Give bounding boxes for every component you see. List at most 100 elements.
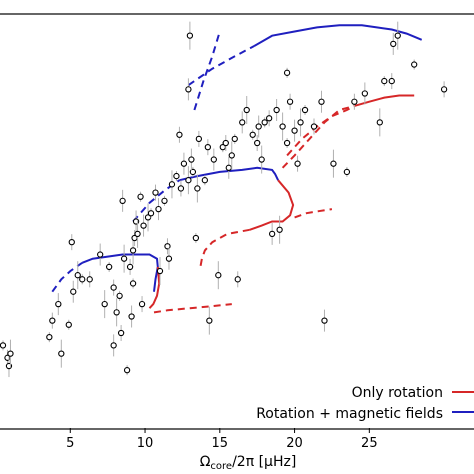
data-point bbox=[0, 342, 7, 349]
data-point bbox=[129, 280, 137, 287]
data-point bbox=[390, 40, 397, 48]
data-point bbox=[180, 160, 188, 167]
data-point bbox=[117, 329, 125, 337]
data-point bbox=[201, 177, 209, 184]
data-point bbox=[65, 321, 72, 328]
data-point bbox=[297, 119, 304, 126]
data-point bbox=[376, 119, 383, 126]
model-curve-7 bbox=[199, 228, 250, 268]
data-point bbox=[165, 255, 173, 262]
x-tick-label: 15 bbox=[212, 436, 229, 451]
data-point bbox=[258, 156, 265, 163]
data-point bbox=[192, 234, 200, 242]
legend: Only rotation Rotation + magnetic fields bbox=[256, 385, 474, 422]
data-point bbox=[283, 69, 291, 76]
data-point bbox=[97, 251, 104, 258]
model-curve-9 bbox=[187, 45, 255, 87]
data-point bbox=[101, 300, 108, 308]
data-point bbox=[86, 276, 93, 283]
data-point bbox=[147, 210, 155, 217]
model-curve-3 bbox=[153, 303, 232, 314]
data-point bbox=[273, 106, 280, 114]
data-point bbox=[286, 98, 294, 105]
x-axis-label-sub: core bbox=[210, 461, 232, 472]
model-curve-14 bbox=[281, 104, 355, 169]
data-point bbox=[164, 243, 171, 250]
data-point bbox=[268, 230, 276, 238]
data-point bbox=[231, 135, 238, 143]
data-point bbox=[186, 32, 194, 39]
data-point bbox=[225, 164, 232, 171]
model-curve-2 bbox=[148, 266, 161, 309]
data-point bbox=[68, 238, 75, 246]
data-point bbox=[440, 86, 448, 93]
data-point bbox=[318, 98, 325, 105]
data-point bbox=[129, 247, 137, 254]
data-point bbox=[243, 106, 250, 114]
legend-label-magnetic: Rotation + magnetic fields bbox=[256, 406, 443, 422]
data-point bbox=[279, 123, 286, 130]
data-point bbox=[291, 127, 298, 134]
data-point bbox=[222, 139, 229, 147]
data-point bbox=[411, 61, 418, 68]
data-point bbox=[74, 272, 81, 279]
x-axis-label-rest: /2π [μHz] bbox=[232, 454, 296, 470]
data-point bbox=[128, 313, 135, 320]
data-point bbox=[254, 139, 261, 147]
data-point bbox=[161, 197, 168, 204]
data-point bbox=[249, 131, 256, 138]
data-point bbox=[255, 123, 262, 130]
data-point bbox=[119, 197, 126, 204]
data-point bbox=[123, 367, 131, 374]
data-point bbox=[113, 309, 120, 316]
x-tick-label: 25 bbox=[361, 436, 378, 451]
data-point bbox=[321, 317, 328, 324]
x-tick-label: 20 bbox=[286, 436, 303, 451]
data-point bbox=[173, 172, 180, 180]
data-point bbox=[156, 267, 164, 275]
data-point bbox=[194, 185, 201, 192]
data-point bbox=[7, 350, 14, 357]
data-point bbox=[137, 193, 144, 200]
data-point bbox=[176, 131, 183, 138]
data-point bbox=[116, 292, 123, 299]
data-point bbox=[301, 106, 309, 114]
data-point bbox=[381, 77, 388, 85]
x-tick-label: 5 bbox=[66, 436, 74, 451]
data-point bbox=[210, 156, 217, 163]
model-curve-6 bbox=[249, 179, 295, 231]
data-point bbox=[110, 342, 117, 349]
data-point bbox=[49, 317, 56, 324]
model-curve-0 bbox=[81, 253, 159, 292]
model-curve-12 bbox=[354, 94, 415, 107]
data-point bbox=[234, 276, 241, 283]
data-point bbox=[388, 77, 395, 85]
data-point bbox=[138, 300, 146, 308]
data-point bbox=[228, 152, 235, 159]
data-point bbox=[206, 317, 213, 324]
data-point bbox=[188, 156, 195, 163]
data-point bbox=[330, 160, 337, 167]
data-point bbox=[134, 230, 141, 238]
data-point bbox=[195, 135, 203, 143]
data-point bbox=[152, 189, 159, 196]
data-point bbox=[46, 333, 53, 341]
data-point bbox=[140, 222, 147, 229]
data-point bbox=[265, 115, 273, 122]
data-point bbox=[351, 98, 358, 105]
plot-frame bbox=[0, 13, 474, 430]
legend-label-rotation: Only rotation bbox=[352, 385, 443, 401]
data-point bbox=[239, 119, 246, 126]
data-point bbox=[120, 255, 128, 262]
model-curve-11 bbox=[253, 24, 423, 47]
data-point bbox=[343, 168, 351, 176]
data-point bbox=[168, 181, 176, 188]
x-axis-label-main: Ω bbox=[200, 454, 211, 470]
data-point bbox=[185, 86, 192, 93]
data-point bbox=[110, 284, 117, 291]
data-point bbox=[55, 300, 62, 308]
model-curve-5 bbox=[179, 166, 280, 182]
data-point bbox=[261, 119, 268, 126]
data-point bbox=[79, 276, 86, 283]
